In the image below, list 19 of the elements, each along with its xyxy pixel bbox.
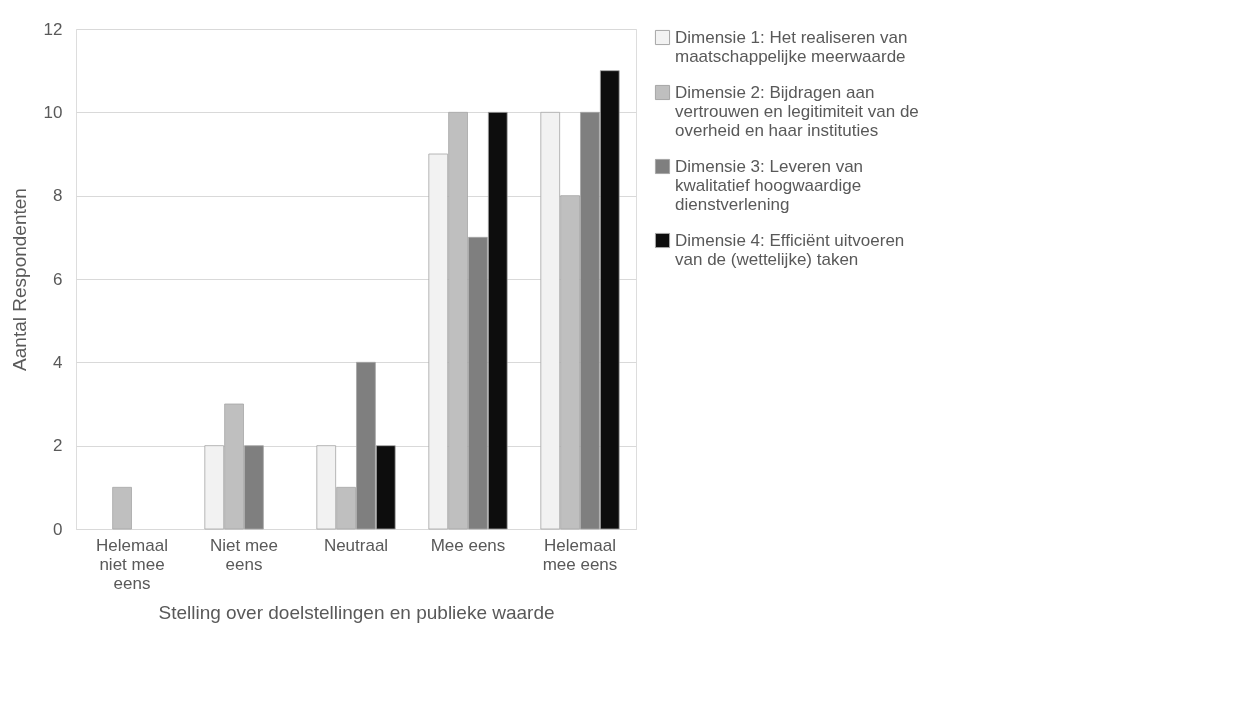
y-tick-label: 8 bbox=[53, 186, 63, 206]
y-tick-label: 2 bbox=[53, 436, 63, 456]
y-tick-label: 0 bbox=[53, 519, 63, 539]
x-axis-title: Stelling over doelstellingen en publieke waarde bbox=[158, 601, 555, 623]
y-axis-title: Aantal Respondenten bbox=[8, 188, 30, 371]
x-tick-label: Mee eens bbox=[430, 535, 506, 555]
y-tick-label: 4 bbox=[53, 352, 63, 372]
x-tick-label: Helemaal mee eens bbox=[542, 535, 618, 574]
y-tick-label: 12 bbox=[43, 19, 63, 39]
x-tick-label: Helemaal niet mee eens bbox=[96, 535, 168, 593]
legend-label: Dimensie 4: Efficiënt uitvoeren van de (wettelijke) taken bbox=[675, 230, 905, 269]
bar bbox=[112, 486, 132, 530]
y-tick-label: 6 bbox=[53, 269, 63, 289]
y-tick-label: 10 bbox=[43, 102, 63, 122]
x-tick-label: Neutraal bbox=[323, 535, 389, 555]
legend-label: Dimensie 3: Leveren van kwalitatief hoogwaardige dienstverlening bbox=[675, 156, 864, 214]
legend-label: Dimensie 2: Bijdragen aan vertrouwen en legitimiteit van de overheid en haar instituties bbox=[675, 82, 919, 140]
legend-label: Dimensie 1: Het realiseren van maatschappelijke meerwaarde bbox=[675, 27, 908, 66]
x-tick-label: Niet mee eens bbox=[209, 535, 279, 574]
